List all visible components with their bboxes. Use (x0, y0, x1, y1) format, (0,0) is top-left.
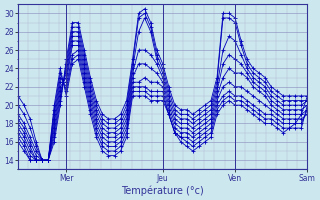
X-axis label: Température (°c): Température (°c) (121, 185, 204, 196)
